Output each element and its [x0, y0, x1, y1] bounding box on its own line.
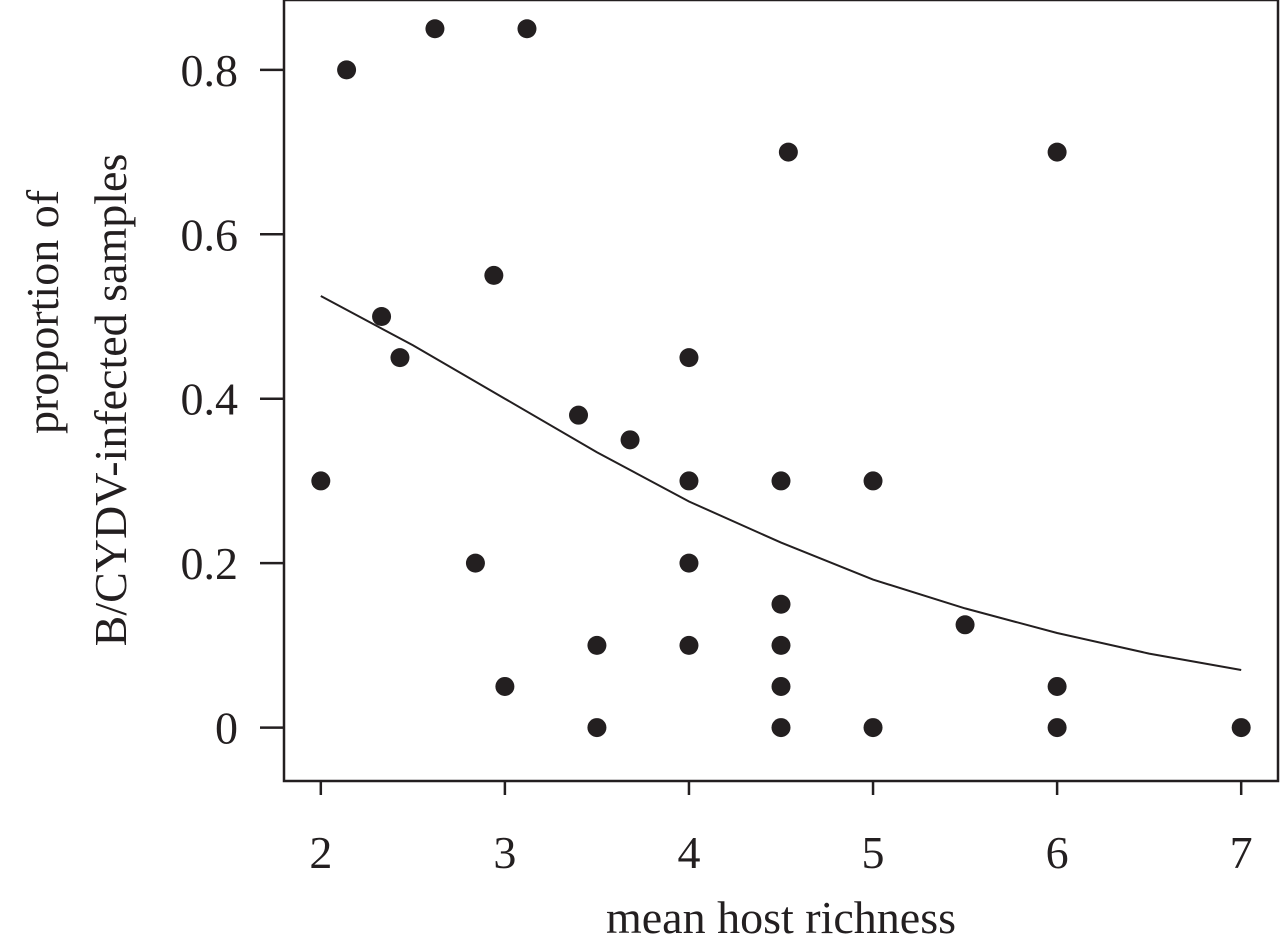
data-point [955, 615, 975, 635]
data-point [771, 635, 791, 655]
data-point [484, 265, 504, 285]
data-point [1047, 142, 1067, 162]
x-axis: 2 3 4 5 6 7 [309, 781, 1253, 878]
y-tick-label: 0.6 [181, 209, 239, 260]
data-point [390, 348, 410, 368]
x-tick-label: 5 [862, 827, 885, 878]
data-point [1231, 718, 1251, 738]
data-point [679, 635, 699, 655]
y-axis-title-line-1: proportion of [17, 189, 68, 434]
data-point [620, 430, 640, 450]
data-point [771, 676, 791, 696]
data-point [679, 553, 699, 573]
y-tick-label: 0.2 [181, 538, 239, 589]
x-tick-label: 6 [1046, 827, 1069, 878]
data-point [771, 471, 791, 491]
data-point [771, 718, 791, 738]
data-point [311, 471, 331, 491]
x-axis-title: mean host richness [606, 892, 956, 943]
y-tick-label: 0 [215, 703, 238, 754]
x-tick-label: 4 [677, 827, 700, 878]
data-point [495, 676, 515, 696]
data-point [1047, 676, 1067, 696]
data-point [863, 471, 883, 491]
data-point [587, 718, 607, 738]
data-point [465, 553, 485, 573]
data-point [778, 142, 798, 162]
y-tick-label: 0.4 [181, 374, 239, 425]
data-point [1047, 718, 1067, 738]
data-point [679, 471, 699, 491]
y-axis-title-line-2: B/CYDV-infected samples [85, 154, 136, 647]
x-tick-label: 2 [309, 827, 332, 878]
data-points [311, 19, 1251, 738]
data-point [679, 348, 699, 368]
data-point [372, 307, 392, 327]
data-point [425, 19, 445, 39]
x-tick-label: 3 [493, 827, 516, 878]
x-tick-label: 7 [1230, 827, 1253, 878]
y-axis: 0 0.2 0.4 0.6 0.8 [181, 45, 284, 754]
data-point [771, 594, 791, 614]
data-point [337, 60, 357, 80]
plot-frame [282, 0, 1280, 783]
data-point [587, 635, 607, 655]
data-point [863, 718, 883, 738]
y-tick-label: 0.8 [181, 45, 239, 96]
data-point [517, 19, 537, 39]
fit-curve [320, 295, 1242, 671]
data-point [569, 405, 589, 425]
